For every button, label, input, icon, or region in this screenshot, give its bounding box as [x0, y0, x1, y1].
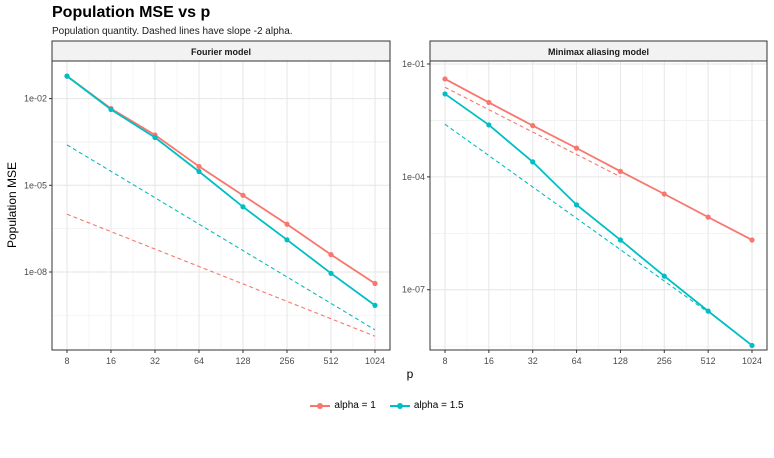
panel-border-fourier-model [51, 60, 391, 351]
x-tick-label: 16 [106, 356, 116, 366]
legend-key-alpha-1-5 [389, 401, 410, 411]
x-tick-label: 8 [64, 356, 69, 366]
data-point [240, 204, 246, 210]
series-line [444, 78, 753, 241]
x-tick-label: 32 [528, 356, 538, 366]
data-point [64, 73, 70, 79]
data-point [284, 221, 290, 227]
data-point [196, 163, 202, 170]
data-point [573, 202, 580, 208]
data-point [328, 270, 334, 276]
data-point [617, 168, 624, 174]
x-tick-label: 128 [613, 356, 628, 366]
data-point [530, 123, 536, 129]
y-tick-label: 1e-02 [24, 94, 47, 104]
x-tick-label: 8 [442, 356, 447, 366]
data-point [573, 145, 580, 151]
series-line [66, 75, 376, 285]
series-line [66, 75, 376, 307]
y-tick-label: 1e-01 [402, 59, 425, 69]
reference-line [66, 144, 376, 331]
data-point [372, 280, 378, 287]
data-point [284, 237, 290, 243]
legend-label-alpha-1-5: alpha = 1.5 [413, 400, 464, 411]
data-point [486, 99, 492, 106]
y-axis-title: Population MSE [5, 162, 19, 248]
data-point [240, 192, 246, 198]
x-tick-label: 64 [194, 356, 204, 366]
legend-label-alpha-1: alpha = 1 [334, 400, 376, 411]
legend: alpha = 1 alpha = 1.5 [0, 400, 774, 411]
data-point [705, 308, 711, 314]
x-axis-title: p [407, 367, 414, 381]
y-tick-label: 1e-08 [24, 267, 47, 277]
data-point [749, 237, 755, 243]
reference-line [444, 86, 621, 178]
facet-label-minimax-aliasing-model: Minimax aliasing model [548, 47, 649, 57]
x-tick-label: 1024 [365, 356, 385, 366]
y-tick-label: 1e-07 [402, 285, 425, 295]
legend-key-alpha-1 [310, 401, 331, 411]
series-line [444, 93, 753, 347]
data-point [372, 302, 378, 308]
x-tick-label: 16 [484, 356, 494, 366]
chart-title: Population MSE vs p [52, 4, 211, 21]
data-point [328, 252, 334, 258]
reference-line [66, 213, 376, 337]
data-point [442, 76, 448, 82]
x-tick-label: 256 [657, 356, 672, 366]
data-point [617, 237, 624, 243]
x-tick-label: 64 [572, 356, 582, 366]
data-point [530, 159, 536, 165]
data-point [661, 273, 667, 279]
x-tick-label: 128 [235, 356, 250, 366]
data-point [486, 122, 492, 128]
data-point [152, 134, 158, 141]
x-tick-label: 32 [150, 356, 160, 366]
data-point [196, 168, 202, 175]
facet-label-fourier-model: Fourier model [191, 47, 251, 57]
data-point [705, 214, 711, 220]
x-tick-label: 1024 [742, 356, 762, 366]
data-point [108, 106, 114, 113]
data-point [661, 191, 667, 197]
y-tick-label: 1e-04 [402, 172, 425, 182]
panel-border-minimax-aliasing-model [429, 60, 768, 351]
chart-subtitle: Population quantity. Dashed lines have s… [52, 26, 293, 37]
reference-line [444, 123, 709, 313]
legend-item-alpha-1: alpha = 1 [310, 400, 376, 411]
x-tick-label: 256 [279, 356, 294, 366]
x-tick-label: 512 [701, 356, 716, 366]
data-point [442, 91, 448, 97]
x-tick-label: 512 [323, 356, 338, 366]
data-point [749, 342, 755, 349]
y-tick-label: 1e-05 [24, 180, 47, 190]
legend-item-alpha-1-5: alpha = 1.5 [389, 400, 464, 411]
